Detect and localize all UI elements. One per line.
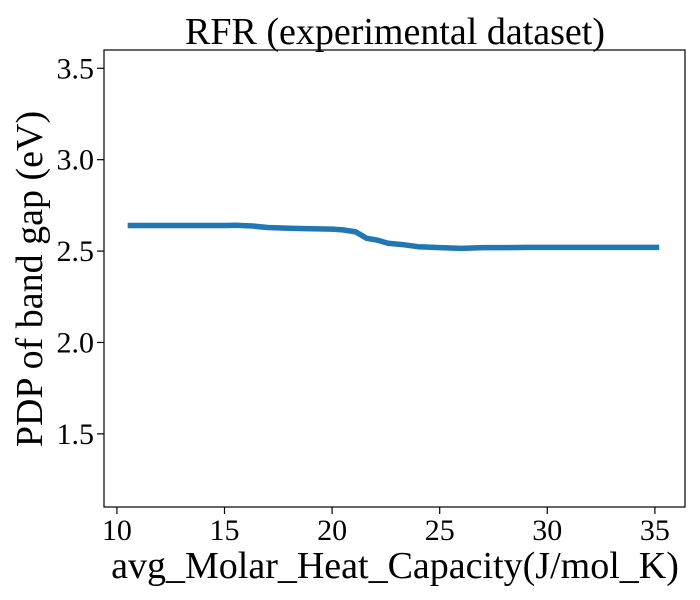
x-tick-label: 30 [532, 514, 562, 547]
x-axis-label: avg_Molar_Heat_Capacity(J/mol_K) [111, 545, 679, 587]
y-tick-label: 3.0 [57, 144, 95, 177]
series-line [127, 222, 660, 252]
x-tick-label: 10 [102, 514, 132, 547]
x-tick-label: 25 [425, 514, 455, 547]
plot-area [127, 222, 660, 252]
x-tick-label: 35 [640, 514, 670, 547]
y-tick-label: 2.0 [57, 326, 95, 359]
y-tick-label: 3.5 [57, 52, 95, 85]
x-tick-label: 20 [317, 514, 347, 547]
chart-title: RFR (experimental dataset) [185, 11, 605, 53]
axis-ticks: 10 15 20 25 30 35 1.5 2.0 2.5 3.0 3.5 [57, 52, 670, 547]
x-tick-label: 15 [210, 514, 240, 547]
y-tick-label: 1.5 [57, 418, 95, 451]
plot-frame [103, 49, 686, 508]
y-tick-label: 2.5 [57, 235, 95, 268]
y-axis-label: PDP of band gap (eV) [9, 111, 51, 447]
